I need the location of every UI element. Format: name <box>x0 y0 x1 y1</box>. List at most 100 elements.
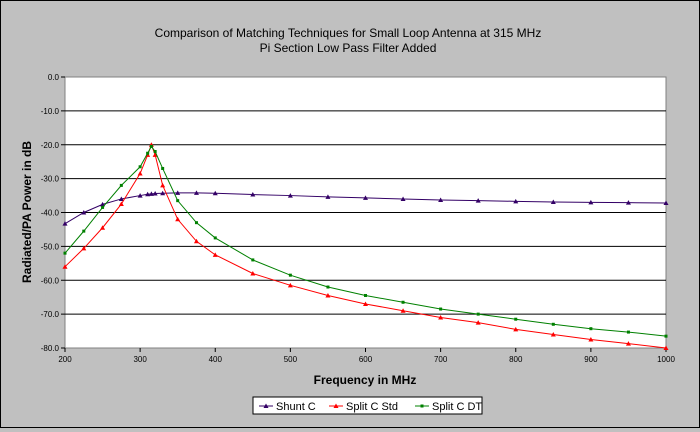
data-point-split-c-dt <box>213 236 217 240</box>
x-tick-label: 800 <box>509 355 523 364</box>
data-point-split-c-dt <box>326 285 330 289</box>
data-point-split-c-std <box>62 264 68 269</box>
y-tick-label: -50.0 <box>41 242 60 251</box>
data-point-split-c-std <box>325 292 331 298</box>
data-point-split-c-std <box>400 308 406 313</box>
data-point-shunt-c <box>175 190 181 195</box>
data-point-split-c-std <box>81 245 87 251</box>
data-point-shunt-c <box>250 192 256 197</box>
x-tick-label: 200 <box>58 355 72 364</box>
data-point-split-c-std <box>118 201 124 207</box>
y-tick-label: -30.0 <box>41 175 60 184</box>
data-point-shunt-c <box>513 198 519 204</box>
data-point-shunt-c <box>550 199 556 204</box>
data-point-shunt-c <box>152 191 158 196</box>
data-point-shunt-c <box>118 196 124 201</box>
data-point-shunt-c <box>438 197 444 202</box>
x-tick-label: 1000 <box>657 355 675 364</box>
chart-subtitle: Pi Section Low Pass Filter Added <box>260 41 437 55</box>
data-point-split-c-dt <box>146 151 150 155</box>
legend: Shunt C Split C Std Split C DT <box>252 396 483 415</box>
x-tick-label: 700 <box>434 355 448 364</box>
series-split-c-dt <box>63 144 668 338</box>
data-point-split-c-std <box>550 331 556 337</box>
data-point-split-c-std <box>250 270 256 276</box>
data-point-split-c-dt <box>439 307 443 311</box>
y-tick-label: -80.0 <box>41 344 60 353</box>
chart-title: Comparison of Matching Techniques for Sm… <box>155 26 542 40</box>
data-point-split-c-dt <box>63 251 67 255</box>
data-point-split-c-dt <box>194 221 198 225</box>
data-point-split-c-std <box>363 301 368 306</box>
data-point-split-c-std <box>513 326 519 332</box>
data-point-split-c-std <box>588 337 594 342</box>
data-point-shunt-c <box>400 196 406 201</box>
data-point-split-c-dt <box>101 205 105 209</box>
data-point-split-c-std <box>438 315 444 320</box>
data-point-split-c-std <box>160 182 166 188</box>
y-tick-label: -40.0 <box>41 209 60 218</box>
y-tick-label: 0.0 <box>48 73 60 82</box>
data-point-split-c-dt <box>119 183 123 187</box>
data-point-split-c-std <box>137 171 143 176</box>
data-point-split-c-std <box>287 282 293 288</box>
x-tick-label: 600 <box>359 355 373 364</box>
data-point-split-c-dt <box>82 229 86 233</box>
series-line-split-c-std <box>64 143 667 349</box>
data-point-split-c-std <box>663 345 669 350</box>
data-point-shunt-c <box>625 200 631 205</box>
data-point-shunt-c <box>363 195 368 200</box>
data-point-split-c-dt <box>551 322 555 326</box>
y-axis-ticks: 0.0 -10.0 -20.0 -30.0 -40.0 -50.0 -60.0 -70.0 -8… <box>41 73 65 353</box>
data-point-shunt-c <box>81 210 87 215</box>
data-point-split-c-dt <box>476 312 480 316</box>
legend-label-shunt-c: Shunt C <box>276 401 316 413</box>
legend-box <box>252 396 483 415</box>
y-tick-label: -60.0 <box>41 276 60 285</box>
y-tick-label: -10.0 <box>41 107 60 116</box>
data-point-shunt-c <box>475 198 481 203</box>
legend-marker-split-c-dt <box>420 404 424 408</box>
x-tick-label: 900 <box>584 355 598 364</box>
data-point-split-c-dt <box>251 258 255 262</box>
data-point-split-c-dt <box>589 327 593 331</box>
series-split-c-std <box>62 142 669 350</box>
legend-label-split-c-std: Split C Std <box>346 401 398 413</box>
data-point-split-c-dt <box>401 300 405 304</box>
data-point-split-c-dt <box>149 144 153 148</box>
data-point-shunt-c <box>137 193 143 198</box>
x-axis-label: Frequency in MHz <box>314 373 417 387</box>
data-point-split-c-std <box>212 252 218 257</box>
data-point-split-c-dt <box>514 317 518 321</box>
data-point-split-c-std <box>100 225 106 230</box>
legend-marker-split-c-std <box>333 403 339 408</box>
data-point-shunt-c <box>588 199 594 205</box>
data-point-split-c-dt <box>176 199 180 203</box>
y-tick-label: -20.0 <box>41 141 60 150</box>
x-axis-ticks: 200 300 400 500 600 700 800 900 1000 <box>58 348 675 364</box>
data-point-split-c-std <box>152 152 158 157</box>
data-point-shunt-c <box>160 190 166 196</box>
series-line-shunt-c <box>64 192 667 225</box>
data-point-shunt-c <box>62 221 68 226</box>
data-point-split-c-std <box>475 320 481 325</box>
data-point-shunt-c <box>148 191 154 196</box>
data-point-split-c-std <box>193 238 199 244</box>
data-point-split-c-dt <box>153 150 157 154</box>
data-point-split-c-dt <box>138 165 142 169</box>
series-shunt-c <box>62 190 669 226</box>
data-point-split-c-dt <box>664 334 668 338</box>
series-group <box>62 142 669 350</box>
data-point-shunt-c <box>193 190 199 195</box>
data-point-shunt-c <box>212 190 218 196</box>
y-axis-label: Radiated/PA Power in dB <box>20 141 34 283</box>
data-point-shunt-c <box>287 193 293 198</box>
data-point-split-c-dt <box>364 293 367 297</box>
x-tick-label: 500 <box>284 355 298 364</box>
data-point-shunt-c <box>663 200 669 206</box>
y-tick-label: -70.0 <box>41 310 60 319</box>
data-point-split-c-std <box>175 216 181 222</box>
data-point-split-c-dt <box>161 166 165 170</box>
